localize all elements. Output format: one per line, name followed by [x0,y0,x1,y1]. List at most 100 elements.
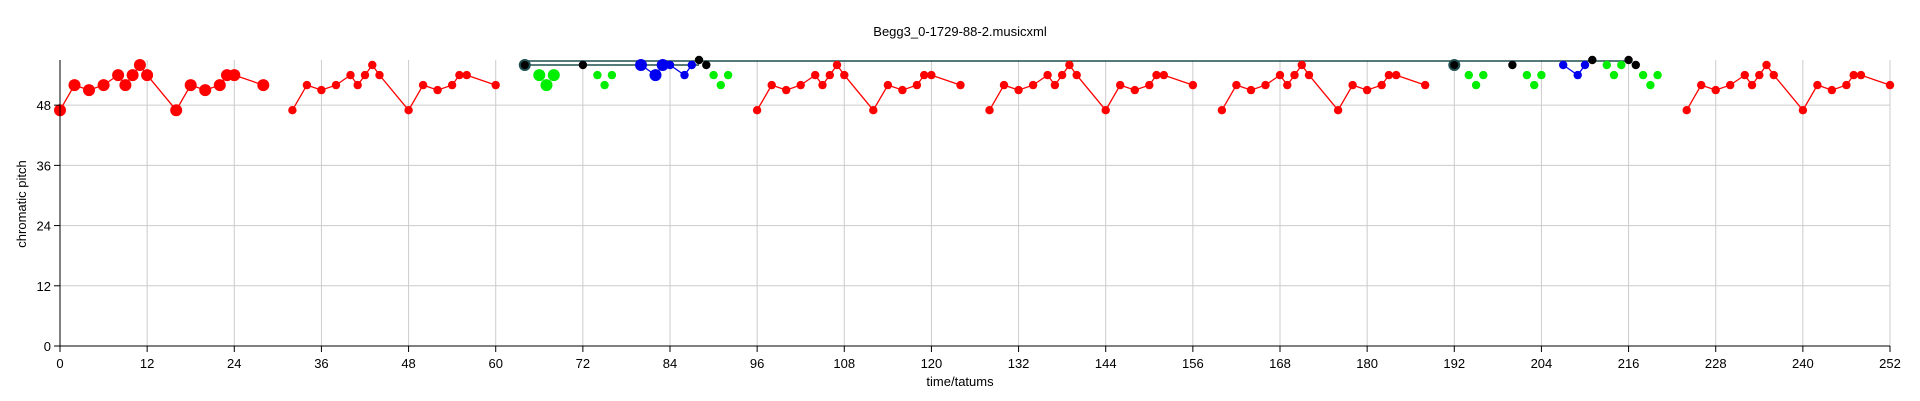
black-note-point [1624,55,1633,65]
red-note-point [898,85,907,95]
red-note-point [1798,106,1808,115]
red-note-point [1188,80,1198,90]
red-note-point [1682,106,1691,115]
blue-note-point [687,60,696,70]
x-tick-label: 132 [1008,356,1030,371]
y-tick-label: 36 [37,158,51,173]
x-tick-label: 252 [1879,356,1901,371]
red-note-point [368,60,377,70]
red-note-point [1304,70,1314,80]
red-note-point [1072,70,1081,80]
red-note-point [1813,80,1822,90]
blue-note-point [1580,60,1590,70]
red-note-point [433,85,442,95]
blue-note-point [635,59,647,71]
red-note-point [1740,70,1750,80]
red-note-point [1246,85,1256,95]
red-note-point [1217,106,1227,115]
x-tick-label: 180 [1356,356,1378,371]
red-note-point [912,80,922,90]
red-note-point [782,85,791,95]
x-tick-label: 60 [488,356,502,371]
red-note-point [869,106,878,115]
red-note-point [1145,80,1154,90]
x-tick-label: 108 [833,356,855,371]
red-note-point [170,104,183,117]
red-series-line [59,63,264,112]
y-tick-labels: 0 12 24 36 48 [37,98,51,354]
red-note-point [1101,106,1110,115]
y-tick-label: 0 [44,339,51,354]
green-note-point [1530,80,1539,90]
red-series-line [291,63,496,112]
blue-note-point [649,69,662,82]
red-note-point [1421,80,1430,90]
green-note-point [600,80,609,90]
green-note-point [1602,60,1612,70]
green-note-point [1617,60,1626,70]
red-note-point [1333,106,1343,115]
red-note-point [1362,85,1372,95]
black-note-point [1508,60,1517,70]
red-note-point [1769,70,1779,80]
red-note-point [1116,80,1125,90]
red-note-point [317,85,326,95]
green-note-point [1646,80,1655,90]
red-note-point [1130,85,1140,95]
red-note-point [447,80,457,90]
red-note-point [455,70,464,80]
blue-note-point [680,70,689,80]
x-tick-label: 216 [1618,356,1640,371]
red-series-line [1686,63,1891,112]
red-note-point [1152,70,1161,80]
red-note-point [1392,70,1401,80]
y-tick-label: 48 [37,98,51,113]
red-note-point [796,80,805,90]
red-note-point [1377,80,1386,90]
red-note-point [832,60,842,70]
x-tick-label: 168 [1269,356,1291,371]
red-note-point [1043,70,1052,80]
red-note-point [825,70,834,80]
red-note-point [1755,70,1764,80]
red-note-point [1057,70,1067,80]
red-note-point [1856,70,1866,80]
red-note-point [811,70,820,80]
blue-note-point [1573,70,1582,80]
red-note-point [1290,70,1299,80]
axes [54,60,1891,352]
x-tick-label: 24 [227,356,241,371]
red-note-point [1275,70,1285,80]
red-note-point [840,70,849,80]
red-note-point [883,80,893,90]
green-note-point [593,70,602,80]
red-note-point [199,84,212,97]
red-note-point [288,106,297,115]
red-note-point [491,80,500,90]
x-tick-label: 12 [140,356,154,371]
y-tick-label: 12 [37,279,51,294]
red-note-point [1159,70,1169,80]
chart-title: Begg3_0-1729-88-2.musicxml [873,24,1047,39]
black-note-point [578,60,588,70]
blue-note-point [656,59,669,71]
y-tick-label: 24 [37,219,51,234]
green-note-point [1653,70,1662,80]
x-tick-labels: 0 12 24 36 48 60 72 84 96 108 120 132 144 156 168 180 19… [56,356,1900,371]
red-note-point [418,80,428,90]
black-note-point [1588,55,1597,65]
red-note-point [999,80,1009,90]
green-note-point [1537,70,1546,80]
red-note-point [1849,70,1858,80]
x-tick-label: 0 [56,356,63,371]
x-tick-label: 48 [401,356,415,371]
red-note-point [360,70,370,80]
red-note-point [1697,80,1706,90]
red-note-point [1885,80,1895,90]
black-note-point [694,55,704,65]
red-note-point [346,70,355,80]
green-note-point [1471,80,1481,90]
red-note-point [1028,80,1038,90]
red-note-point [927,70,936,80]
red-series-line [988,63,1194,112]
